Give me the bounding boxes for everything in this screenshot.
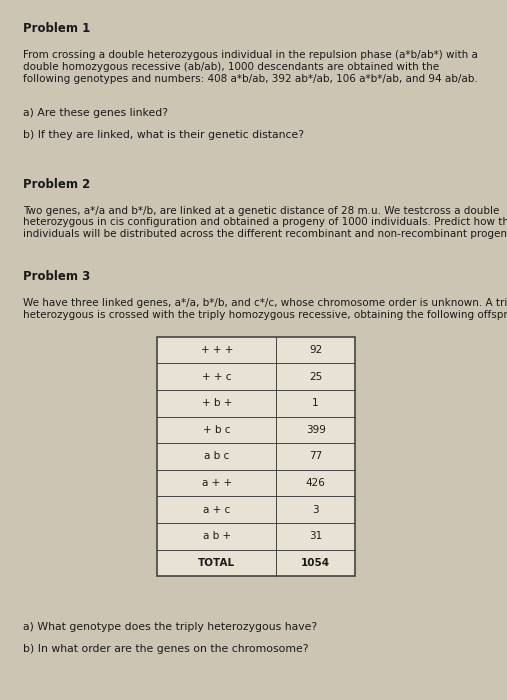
Text: 92: 92	[309, 345, 322, 355]
Text: b) In what order are the genes on the chromosome?: b) In what order are the genes on the ch…	[23, 644, 308, 654]
Text: From crossing a double heterozygous individual in the repulsion phase (a*b/ab*) : From crossing a double heterozygous indi…	[23, 50, 478, 83]
Text: 1054: 1054	[301, 558, 330, 568]
Text: + + c: + + c	[202, 372, 232, 382]
Text: 77: 77	[309, 452, 322, 461]
Text: 399: 399	[306, 425, 325, 435]
Text: 31: 31	[309, 531, 322, 541]
Text: 1: 1	[312, 398, 319, 408]
Text: a + +: a + +	[202, 478, 232, 488]
Text: + b c: + b c	[203, 425, 231, 435]
Text: + b +: + b +	[202, 398, 232, 408]
Text: Problem 1: Problem 1	[23, 22, 90, 36]
Text: a b +: a b +	[203, 531, 231, 541]
Text: Two genes, a*/a and b*/b, are linked at a genetic distance of 28 m.u. We testcro: Two genes, a*/a and b*/b, are linked at …	[23, 206, 507, 239]
Text: a) Are these genes linked?: a) Are these genes linked?	[23, 108, 168, 118]
Text: 426: 426	[306, 478, 325, 488]
Text: + + +: + + +	[201, 345, 233, 355]
Text: b) If they are linked, what is their genetic distance?: b) If they are linked, what is their gen…	[23, 130, 304, 140]
Bar	[157, 337, 355, 576]
Text: a) What genotype does the triply heterozygous have?: a) What genotype does the triply heteroz…	[23, 622, 317, 631]
Text: 3: 3	[312, 505, 319, 514]
Text: We have three linked genes, a*/a, b*/b, and c*/c, whose chromosome order is unkn: We have three linked genes, a*/a, b*/b, …	[23, 298, 507, 320]
Text: a b c: a b c	[204, 452, 229, 461]
Text: TOTAL: TOTAL	[198, 558, 235, 568]
Text: Problem 3: Problem 3	[23, 270, 90, 284]
Text: a + c: a + c	[203, 505, 230, 514]
Text: Problem 2: Problem 2	[23, 178, 90, 191]
Text: 25: 25	[309, 372, 322, 382]
